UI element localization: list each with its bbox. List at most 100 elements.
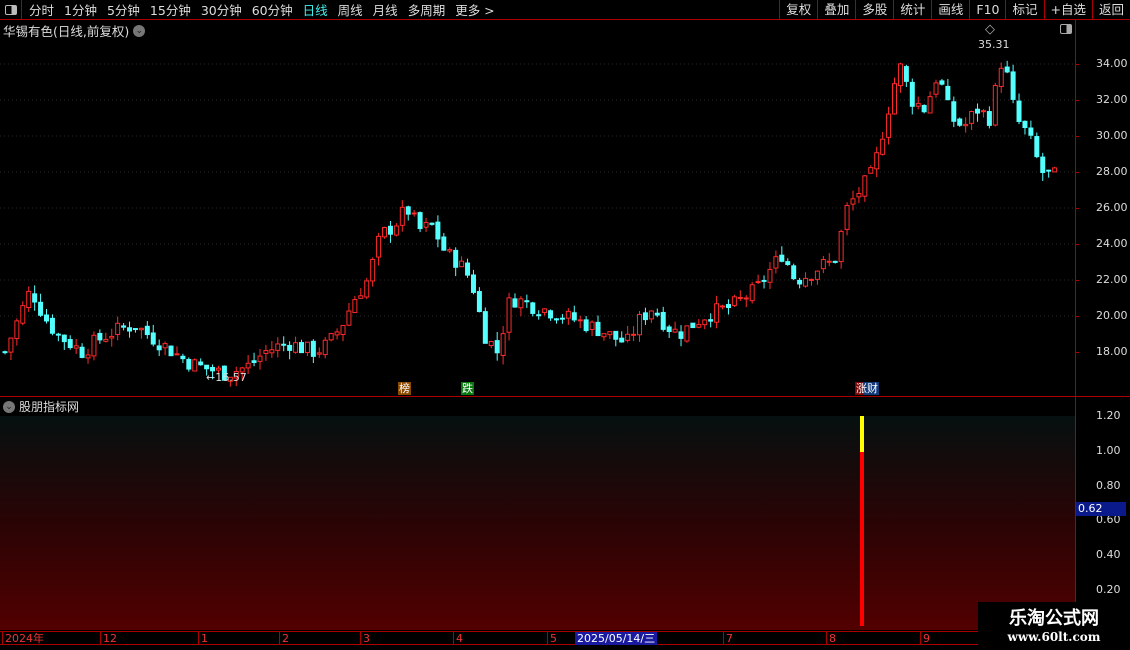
current-value-badge: 0.62 <box>1076 502 1126 516</box>
toolbar-button[interactable]: 多股 <box>855 0 893 20</box>
period-tab[interactable]: 日线 <box>302 3 328 18</box>
candle <box>382 227 388 238</box>
panel-toggle-button[interactable] <box>0 0 22 20</box>
candlestick-chart <box>0 60 1075 387</box>
candle <box>269 349 275 354</box>
diamond-icon[interactable]: ◇ <box>985 22 995 37</box>
indicator-axis-label: 1.00 <box>1096 443 1121 457</box>
date-label: 4 <box>453 632 463 645</box>
candle <box>192 359 198 372</box>
toolbar-button[interactable]: 标记 <box>1005 0 1043 20</box>
period-tab[interactable]: 分时 <box>29 3 55 18</box>
chevron-down-icon[interactable]: ⌄ <box>3 400 15 413</box>
candle <box>690 322 696 329</box>
candle <box>210 366 216 372</box>
marker-die[interactable]: 跌 <box>461 382 474 395</box>
indicator-axis-label: 0.80 <box>1096 478 1121 492</box>
candle <box>654 312 660 316</box>
indicator-title[interactable]: ⌄ 股朋指标网 <box>3 398 79 415</box>
candle <box>986 111 992 126</box>
indicator-axis-label: 0.40 <box>1096 548 1121 562</box>
panel-icon[interactable] <box>1060 24 1072 34</box>
date-label: 1 <box>198 632 208 645</box>
candle <box>1016 100 1022 122</box>
period-tab[interactable]: 更多 > <box>455 3 495 18</box>
candle <box>577 319 583 322</box>
candle <box>144 325 150 336</box>
candle <box>221 365 227 381</box>
candle <box>322 339 328 356</box>
candle <box>20 305 26 324</box>
price-axis-label: 28.00 <box>1096 165 1128 178</box>
selected-date: 2025/05/14/三 <box>575 632 658 645</box>
candle <box>482 311 488 344</box>
period-tab[interactable]: 5分钟 <box>106 3 140 18</box>
period-tab[interactable]: 1分钟 <box>64 3 97 18</box>
candle <box>304 341 310 354</box>
candle <box>684 325 690 342</box>
toolbar-button[interactable]: 返回 <box>1091 0 1130 20</box>
candle <box>429 222 435 225</box>
candle <box>257 355 263 362</box>
candle <box>293 342 299 353</box>
candle <box>933 82 939 95</box>
candle <box>61 334 67 343</box>
candle <box>393 225 399 236</box>
candle <box>85 354 91 359</box>
stock-title[interactable]: 华锡有色(日线,前复权) ⌄ <box>3 21 146 40</box>
candle <box>168 345 174 357</box>
toolbar-button[interactable]: F10 <box>969 0 1005 20</box>
toolbar-button[interactable]: 统计 <box>893 0 931 20</box>
period-tab[interactable]: 月线 <box>372 3 398 18</box>
candle <box>850 198 856 205</box>
price-axis-label: 32.00 <box>1096 93 1128 106</box>
candle <box>180 355 186 360</box>
candle <box>239 367 245 373</box>
candle <box>233 371 239 379</box>
candle <box>874 152 880 170</box>
candle <box>287 344 293 351</box>
candle <box>215 367 221 371</box>
axis-tick <box>1075 280 1079 281</box>
candle <box>1034 136 1040 158</box>
candle <box>346 310 352 326</box>
toolbar-button[interactable]: 复权 <box>779 0 817 20</box>
candle <box>32 293 38 303</box>
indicator-axis-label: 1.20 <box>1096 409 1121 422</box>
signal-bar-red <box>860 452 864 626</box>
date-label: 2 <box>279 632 289 645</box>
marker-zhangcai[interactable]: 涨财 <box>855 382 879 395</box>
candle <box>725 304 731 309</box>
candle <box>565 310 571 319</box>
candle <box>459 260 465 268</box>
period-tab[interactable]: 60分钟 <box>251 3 293 18</box>
candle <box>868 167 874 174</box>
chevron-down-icon[interactable]: ⌄ <box>133 24 146 37</box>
toolbar-button[interactable]: 叠加 <box>817 0 855 20</box>
candle <box>1010 71 1016 100</box>
marker-bang[interactable]: 榜 <box>398 382 411 395</box>
candle <box>921 104 927 113</box>
low-price-label: ←16.57 <box>206 371 247 384</box>
toolbar-button[interactable]: 画线 <box>931 0 969 20</box>
candle <box>607 331 613 336</box>
candle <box>862 175 868 197</box>
period-tab[interactable]: 30分钟 <box>200 3 242 18</box>
candle <box>743 297 749 300</box>
period-tab[interactable]: 15分钟 <box>149 3 191 18</box>
candle <box>791 265 797 280</box>
candle <box>376 235 382 258</box>
candle <box>773 256 779 269</box>
candle <box>945 85 951 101</box>
price-axis-label: 26.00 <box>1096 201 1128 214</box>
panel-divider[interactable] <box>0 396 1130 397</box>
date-label: 3 <box>360 632 370 645</box>
period-tab[interactable]: 周线 <box>337 3 363 18</box>
candle <box>880 138 886 155</box>
panel-icon <box>4 4 17 15</box>
candle <box>625 333 631 341</box>
candle <box>583 319 589 332</box>
candle <box>411 212 417 215</box>
period-tab[interactable]: 多周期 <box>407 3 446 18</box>
toolbar-button[interactable]: +自选 <box>1043 0 1092 20</box>
